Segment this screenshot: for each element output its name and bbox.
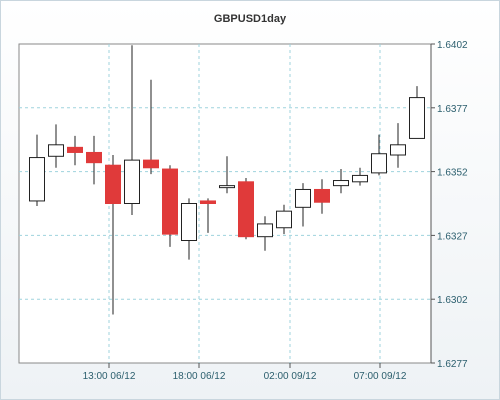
candle-body-up [352,174,368,183]
candle-body-up [371,153,387,174]
candle-body-down [162,168,178,235]
x-tick-label: 02:00 09/12 [264,371,317,382]
candle-body-up [333,180,349,187]
candle-body-up [295,188,311,208]
candle-body-up [276,210,292,229]
candle-body-up [181,203,197,242]
candle-body-down [86,151,102,164]
y-tick-label: 1.6402 [437,40,468,51]
y-tick-label: 1.6377 [437,104,468,115]
candle-body-up [390,144,406,156]
x-tick-label: 13:00 06/12 [83,371,136,382]
plot-area [18,43,432,364]
y-tick-label: 1.6302 [437,295,468,306]
y-tick-label: 1.6352 [437,168,468,179]
y-tick-label: 1.6277 [437,359,468,370]
candle-body-down [143,159,159,169]
y-tick-label: 1.6327 [437,231,468,242]
x-tick-label: 07:00 09/12 [354,371,407,382]
candle-body-up [29,157,45,202]
chart-title: GBPUSD1day [213,13,287,25]
candle-body-up [257,223,273,238]
candle-body-up [409,97,425,139]
candle-body-up [219,185,235,189]
candle-body-up [124,159,140,204]
candle-body-up [48,144,64,157]
candle-body-down [67,146,83,153]
x-tick-label: 18:00 06/12 [173,371,226,382]
candle-body-down [314,188,330,203]
candle-body-down [238,181,254,238]
candle-body-down [200,200,216,204]
candle-body-down [105,164,121,204]
